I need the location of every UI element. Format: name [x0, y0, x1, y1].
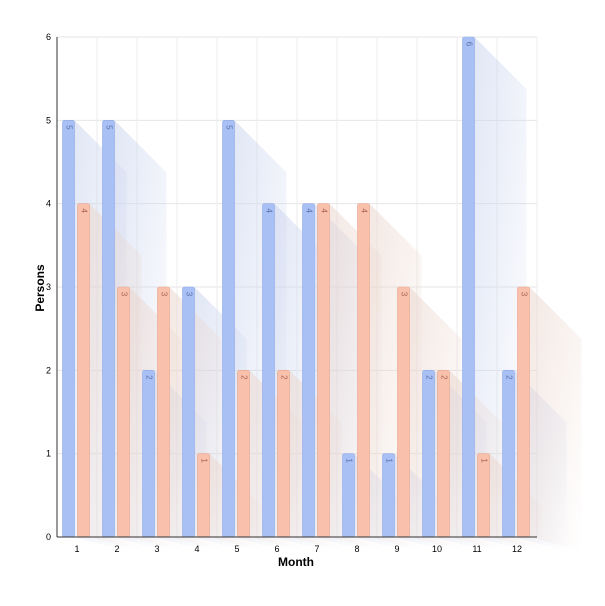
data-label: 3: [119, 292, 128, 297]
y-tick-label: 3: [46, 282, 51, 292]
axes: [56, 37, 537, 538]
y-tick-labels: 0 1 2 3 4 5 6: [46, 32, 51, 542]
bar: [302, 203, 315, 538]
bar: [77, 203, 90, 538]
y-tick-label: 5: [46, 115, 51, 125]
x-tick-label: 12: [512, 544, 522, 554]
x-tick-label: 10: [432, 544, 442, 554]
x-tick-label: 7: [314, 544, 319, 554]
bar: [342, 453, 355, 538]
x-tick-label: 1: [74, 544, 79, 554]
y-tick-label: 2: [46, 365, 51, 375]
data-label: 2: [504, 375, 513, 380]
bar: [437, 370, 450, 538]
x-tick-label: 3: [154, 544, 159, 554]
data-label: 1: [384, 458, 393, 463]
data-label: 3: [159, 292, 168, 297]
data-label: 2: [439, 375, 448, 380]
x-tick-label: 5: [234, 544, 239, 554]
bar: [142, 370, 155, 538]
bar: [382, 453, 395, 538]
bar: [182, 286, 195, 538]
data-label: 4: [79, 208, 88, 213]
data-label: 4: [264, 208, 273, 213]
y-tick-label: 1: [46, 449, 51, 459]
bar: [237, 370, 250, 538]
data-label: 2: [279, 375, 288, 380]
data-label: 3: [519, 292, 528, 297]
x-tick-label: 11: [472, 544, 481, 554]
x-tick-labels: 1 2 3 4 5 6 7 8 9 10 11 12: [74, 544, 522, 554]
data-label: 3: [184, 292, 193, 297]
data-label: 6: [464, 42, 473, 47]
bar: [262, 203, 275, 538]
bar-shadow: [529, 287, 582, 551]
data-label: 4: [319, 208, 328, 213]
x-axis-title: Month: [278, 555, 314, 569]
bar: [102, 120, 115, 538]
bar: [222, 120, 235, 538]
y-tick-label: 0: [46, 532, 51, 542]
x-tick-label: 6: [274, 544, 279, 554]
data-label: 2: [424, 375, 433, 380]
bar: [357, 203, 370, 538]
data-label: 5: [64, 125, 73, 130]
bar: [517, 286, 530, 538]
bar: [462, 36, 475, 538]
data-label: 4: [304, 208, 313, 213]
bar: [477, 453, 490, 538]
bar: [117, 286, 130, 538]
data-label: 2: [239, 375, 248, 380]
x-tick-label: 2: [114, 544, 119, 554]
bar: [277, 370, 290, 538]
bar: [62, 120, 75, 538]
data-label: 5: [104, 125, 113, 130]
data-label: 1: [199, 458, 208, 463]
x-tick-label: 9: [394, 544, 399, 554]
y-tick-label: 4: [46, 199, 51, 209]
data-label: 2: [144, 375, 153, 380]
data-label: 5: [224, 125, 233, 130]
bar: [502, 370, 515, 538]
bar: [422, 370, 435, 538]
bar: [157, 286, 170, 538]
bar: [397, 286, 410, 538]
bar: [317, 203, 330, 538]
data-label: 1: [479, 458, 488, 463]
x-tick-label: 4: [194, 544, 199, 554]
data-label: 4: [359, 208, 368, 213]
y-axis-title: Persons: [33, 264, 47, 312]
y-tick-label: 6: [46, 32, 51, 42]
data-label: 3: [399, 292, 408, 297]
data-label: 1: [344, 458, 353, 463]
x-tick-label: 8: [354, 544, 359, 554]
bar: [197, 453, 210, 538]
bars: 5 5 2 3 5 4 4 1 1 2 6 2 4 3 3 1 2 2 4 4 3 2 1 3: [62, 36, 530, 538]
